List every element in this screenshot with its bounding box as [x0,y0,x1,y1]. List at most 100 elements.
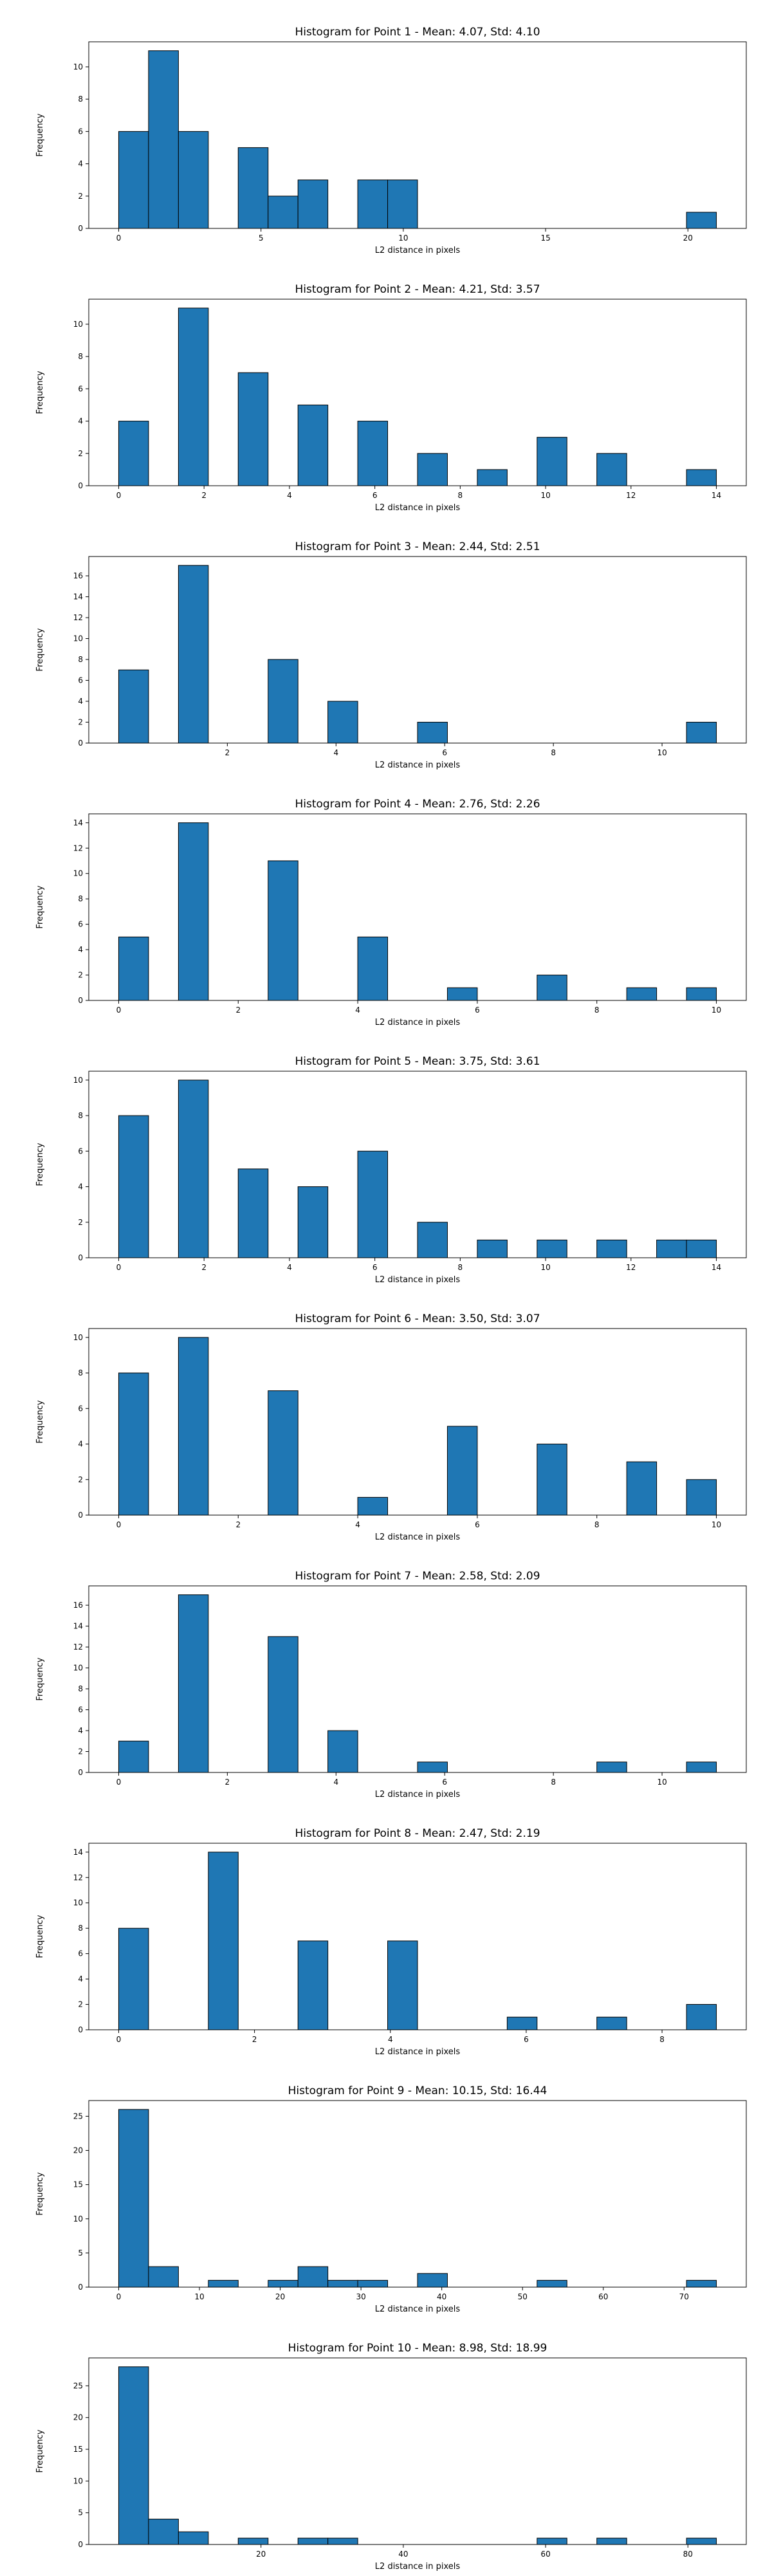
histogram-bar [417,1762,448,1773]
x-tick-label: 6 [475,1520,480,1529]
histogram-bar [537,1444,567,1516]
y-tick-label: 2 [78,971,83,980]
chart-title: Histogram for Point 10 - Mean: 8.98, Std… [288,2342,547,2355]
histogram-bar [297,2266,329,2288]
y-tick-label: 2 [78,192,83,201]
histogram-bar [327,2279,358,2288]
y-tick-label: 8 [78,655,83,664]
x-axis-label: L2 distance in pixels [375,503,461,513]
histogram-bar [268,860,299,1001]
histogram-panel: Histogram for Point 7 - Mean: 2.58, Std:… [35,1570,747,1799]
y-axis-label: Frequency [35,113,45,156]
x-tick-label: 0 [116,1520,122,1529]
y-tick-label: 4 [78,945,83,954]
histogram-panel: Histogram for Point 1 - Mean: 4.07, Std:… [35,26,747,255]
histogram-panel: Histogram for Point 3 - Mean: 2.44, Std:… [35,540,747,770]
x-tick-label: 10 [540,1263,550,1272]
x-tick-label: 4 [388,2035,393,2044]
x-tick-label: 8 [594,1520,600,1529]
x-tick-label: 8 [551,748,556,757]
x-tick-label: 4 [355,1520,360,1529]
histogram-bar [596,2537,627,2545]
x-tick-label: 40 [398,2550,408,2559]
x-tick-label: 4 [333,748,338,757]
x-tick-label: 12 [626,491,636,500]
x-tick-label: 2 [201,491,207,500]
y-tick-label: 20 [73,2146,83,2155]
y-tick-label: 10 [73,2476,83,2485]
x-tick-label: 6 [442,1778,447,1787]
x-tick-label: 15 [540,234,550,243]
histogram-bar [357,936,389,1001]
y-tick-label: 4 [78,1182,83,1191]
histogram-bar [237,372,269,486]
y-axis-label: Frequency [35,2429,45,2472]
x-tick-label: 80 [683,2550,693,2559]
x-tick-label: 2 [225,748,230,757]
y-tick-label: 10 [73,320,83,329]
histogram-bar [297,404,329,486]
histogram-bar [178,2531,209,2545]
chart-title: Histogram for Point 3 - Mean: 2.44, Std:… [295,540,540,553]
histogram-bar [237,2537,269,2545]
y-tick-label: 14 [73,1622,83,1631]
plot-frame [88,813,747,1001]
y-tick-label: 12 [73,1873,83,1882]
histogram-bar [118,669,149,744]
histogram-panel: Histogram for Point 10 - Mean: 8.98, Std… [35,2342,747,2571]
y-tick-label: 10 [73,62,83,71]
y-tick-label: 4 [78,160,83,169]
y-tick-label: 12 [73,613,83,622]
y-tick-label: 6 [78,920,83,929]
y-tick-label: 0 [78,224,83,233]
plot-frame [88,1328,747,1516]
histogram-bar [537,437,567,486]
y-tick-label: 10 [73,1076,83,1085]
plot-frame [88,41,747,229]
y-tick-label: 0 [78,996,83,1005]
x-axis-label: L2 distance in pixels [375,1790,461,1799]
histogram-bar [417,453,448,486]
histogram-bar [446,987,478,1001]
x-tick-label: 6 [524,2035,529,2044]
y-tick-label: 8 [78,95,83,104]
x-tick-label: 6 [372,1263,378,1272]
y-tick-label: 20 [73,2413,83,2422]
y-tick-label: 5 [78,2508,83,2517]
plot-frame [88,556,747,744]
x-tick-label: 50 [518,2292,528,2301]
chart-title: Histogram for Point 2 - Mean: 4.21, Std:… [295,283,540,296]
x-tick-label: 4 [355,1006,360,1015]
histogram-panel: Histogram for Point 9 - Mean: 10.15, Std… [35,2084,747,2314]
y-tick-label: 4 [78,1440,83,1449]
y-axis-label: Frequency [35,1915,45,1958]
y-tick-label: 6 [78,1404,83,1413]
y-tick-label: 2 [78,1747,83,1756]
histogram-bar [237,147,269,229]
y-tick-label: 10 [73,1899,83,1908]
x-tick-label: 60 [598,2292,608,2301]
y-tick-label: 14 [73,818,83,827]
y-tick-label: 10 [73,2214,83,2223]
histogram-bar [417,2273,448,2288]
x-tick-label: 2 [252,2035,257,2044]
histogram-bar [417,1222,448,1258]
histogram-bar [118,1927,149,2030]
y-tick-label: 6 [78,1706,83,1715]
x-tick-label: 8 [458,491,463,500]
y-tick-label: 0 [78,1768,83,1777]
chart-title: Histogram for Point 4 - Mean: 2.76, Std:… [295,798,540,811]
histogram-bar [178,1594,209,1773]
x-tick-label: 40 [437,2292,446,2301]
x-tick-label: 6 [442,748,447,757]
histogram-panel: Histogram for Point 4 - Mean: 2.76, Std:… [35,798,747,1027]
chart-title: Histogram for Point 6 - Mean: 3.50, Std:… [295,1312,540,1325]
histogram-bar [686,987,717,1001]
histogram-panel: Histogram for Point 8 - Mean: 2.47, Std:… [35,1827,747,2057]
y-tick-label: 0 [78,481,83,490]
x-axis-label: L2 distance in pixels [375,1532,461,1542]
x-axis-label: L2 distance in pixels [375,1018,461,1027]
histogram-bar [446,1426,478,1516]
y-tick-label: 25 [73,2111,83,2121]
y-axis-label: Frequency [35,885,45,928]
